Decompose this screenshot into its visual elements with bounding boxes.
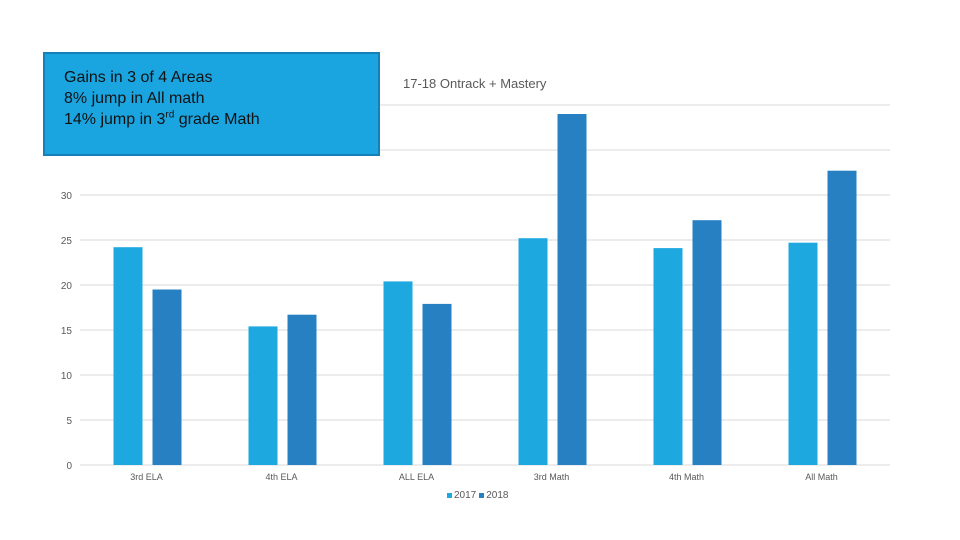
y-tick-label: 30 <box>61 191 73 202</box>
x-tick-label: 4th Math <box>669 472 704 482</box>
x-tick-label: 3rd ELA <box>130 472 163 482</box>
x-tick-label: 4th ELA <box>265 472 297 482</box>
legend: 2017 2018 <box>447 490 512 501</box>
bars <box>113 114 857 465</box>
y-tick-label: 5 <box>66 416 72 427</box>
x-tick-label: 3rd Math <box>534 472 570 482</box>
x-tick-label: All Math <box>805 472 838 482</box>
bar-2017-all-math <box>788 242 818 465</box>
callout-line-2: 8% jump in All math <box>64 90 205 107</box>
legend-swatch-2017 <box>447 493 452 498</box>
callout-line-3-post: grade Math <box>174 111 260 128</box>
y-tick-label: 10 <box>61 371 73 382</box>
legend-item-2017: 2017 <box>447 490 476 501</box>
bar-2018-4th-math <box>692 220 722 465</box>
bar-2018-all-ela <box>422 303 452 465</box>
legend-label-2018: 2018 <box>486 490 509 501</box>
y-tick-label: 15 <box>61 326 73 337</box>
legend-swatch-2018 <box>479 493 485 498</box>
bar-2017-4th-math <box>653 248 683 465</box>
bar-2018-all-math <box>827 170 857 465</box>
y-tick-label: 20 <box>61 281 73 292</box>
bar-2017-3rd-ela <box>113 247 143 465</box>
x-tick-label: ALL ELA <box>399 472 434 482</box>
bar-2017-all-ela <box>383 281 413 465</box>
bar-2017-3rd-math <box>518 238 548 465</box>
bar-2018-3rd-ela <box>152 289 182 465</box>
legend-item-2018: 2018 <box>479 490 509 501</box>
y-tick-label: 25 <box>61 236 73 247</box>
legend-label-2017: 2017 <box>454 490 477 501</box>
bar-2018-4th-ela <box>287 314 317 465</box>
chart-title: 17-18 Ontrack + Mastery <box>403 76 547 91</box>
callout-line-3-superscript: rd <box>165 109 175 121</box>
summary-callout: Gains in 3 of 4 Areas 8% jump in All mat… <box>43 52 380 156</box>
y-tick-label: 0 <box>66 461 72 472</box>
callout-line-3: 14% jump in 3rd grade Math <box>64 109 378 130</box>
bar-2018-3rd-math <box>557 114 587 465</box>
x-axis-ticks: 3rd ELA 4th ELA ALL ELA 3rd Math 4th Math All… <box>130 472 838 482</box>
callout-line-3-pre: 14% jump in 3 <box>64 111 166 128</box>
callout-line-1: Gains in 3 of 4 Areas <box>64 69 213 86</box>
y-axis-ticks: 05101520253035 <box>61 146 73 472</box>
gridlines <box>80 104 890 466</box>
bar-2017-4th-ela <box>248 326 278 465</box>
